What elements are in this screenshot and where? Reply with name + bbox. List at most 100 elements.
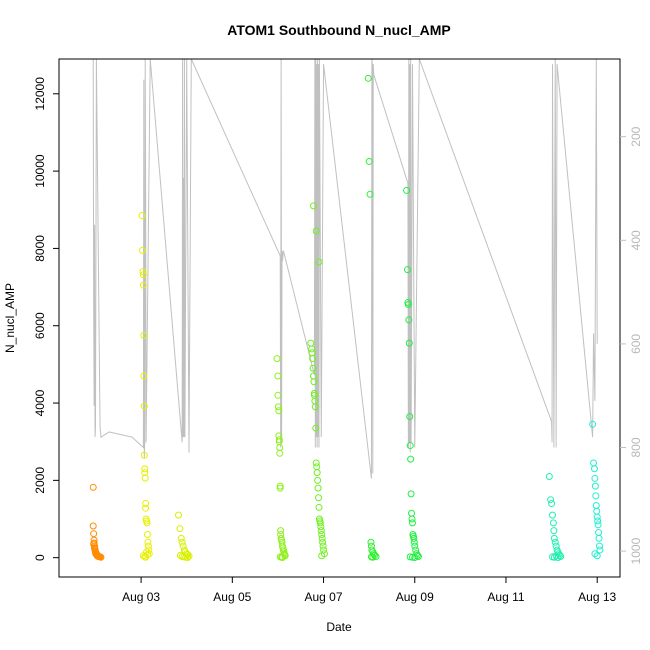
data-point xyxy=(545,472,553,480)
data-point xyxy=(138,212,146,220)
data-point xyxy=(310,389,318,397)
data-point xyxy=(142,500,150,508)
y-tick-label: 6000 xyxy=(33,312,47,339)
data-point xyxy=(595,542,603,550)
data-point xyxy=(591,550,599,558)
data-point xyxy=(554,553,562,561)
data-point xyxy=(365,157,373,165)
data-point xyxy=(274,391,282,399)
data-point xyxy=(405,339,413,347)
data-point xyxy=(313,469,321,477)
data-point xyxy=(406,442,414,450)
x-axis: Aug 03 Aug 05 Aug 07 Aug 09 Aug 11 Aug 13 xyxy=(122,577,617,604)
x-tick-label: Aug 03 xyxy=(122,590,160,604)
data-point xyxy=(408,515,416,523)
data-point xyxy=(141,465,149,473)
data-point xyxy=(407,455,415,463)
data-point xyxy=(318,534,326,542)
data-point xyxy=(143,530,151,538)
data-point xyxy=(318,552,326,560)
data-point xyxy=(308,345,316,353)
series-1 xyxy=(138,212,153,561)
y-tick-label: 2000 xyxy=(33,467,47,494)
data-point xyxy=(317,523,325,531)
data-point xyxy=(594,521,602,529)
data-point xyxy=(140,372,148,380)
series-8 xyxy=(589,420,604,560)
data-point xyxy=(403,186,411,194)
x-tick-label: Aug 05 xyxy=(213,590,251,604)
data-point xyxy=(372,553,380,561)
data-point xyxy=(314,484,322,492)
data-point xyxy=(278,553,286,561)
series-2 xyxy=(175,511,193,561)
data-point xyxy=(406,413,414,421)
data-point xyxy=(140,331,148,339)
data-point xyxy=(550,534,558,542)
data-point xyxy=(310,202,317,210)
data-point xyxy=(411,553,419,561)
data-point xyxy=(371,551,379,559)
y-axis-label: N_nucl_AMP xyxy=(3,283,17,353)
data-point xyxy=(90,540,98,548)
data-point xyxy=(407,490,415,498)
data-point xyxy=(144,538,152,546)
data-point xyxy=(408,553,416,561)
data-point xyxy=(276,482,284,490)
series-3 xyxy=(273,355,289,561)
x-tick-label: Aug 09 xyxy=(396,590,434,604)
data-point xyxy=(139,281,147,289)
data-point xyxy=(591,474,599,482)
data-point xyxy=(593,513,601,521)
data-point xyxy=(275,436,283,444)
chart-title: ATOM1 Southbound N_nucl_AMP xyxy=(227,22,450,38)
data-point xyxy=(140,402,148,410)
y-tick-label: 0 xyxy=(33,554,47,561)
data-point xyxy=(549,511,556,519)
data-point xyxy=(590,465,598,473)
data-point xyxy=(318,530,326,538)
data-point xyxy=(593,507,601,515)
data-point xyxy=(141,474,149,482)
data-point xyxy=(547,496,555,504)
data-point xyxy=(411,542,419,550)
data-point xyxy=(276,449,284,457)
data-point xyxy=(309,355,317,363)
data-point xyxy=(185,552,193,560)
y-right-tick-label: 800 xyxy=(629,437,643,457)
data-point xyxy=(594,517,602,525)
data-point xyxy=(595,534,603,542)
y-tick-label: 4000 xyxy=(33,389,47,416)
data-point xyxy=(176,525,184,533)
data-point xyxy=(310,378,318,386)
x-tick-label: Aug 11 xyxy=(487,590,524,604)
data-point xyxy=(317,527,325,535)
x-tick-label: Aug 07 xyxy=(305,590,343,604)
data-point xyxy=(274,403,282,411)
data-point xyxy=(596,546,604,554)
data-point xyxy=(307,339,315,347)
data-point xyxy=(311,403,319,411)
data-point xyxy=(592,501,600,509)
data-point xyxy=(551,538,559,546)
data-point xyxy=(273,355,281,363)
y-right-tick-label: 1000 xyxy=(629,537,643,564)
data-point xyxy=(550,553,558,561)
series-6 xyxy=(403,186,422,561)
data-point xyxy=(595,529,603,537)
data-point xyxy=(316,519,324,527)
x-axis-label: Date xyxy=(326,620,352,634)
series-0 xyxy=(89,483,105,561)
data-point xyxy=(145,546,153,554)
data-point xyxy=(177,534,185,542)
data-point xyxy=(89,522,97,530)
data-point xyxy=(313,463,321,471)
data-point xyxy=(309,364,317,372)
series-7 xyxy=(545,472,565,561)
data-point xyxy=(89,483,97,491)
series-5 xyxy=(364,74,380,561)
data-point xyxy=(593,552,601,560)
series-4 xyxy=(307,202,328,560)
data-point xyxy=(179,542,187,550)
